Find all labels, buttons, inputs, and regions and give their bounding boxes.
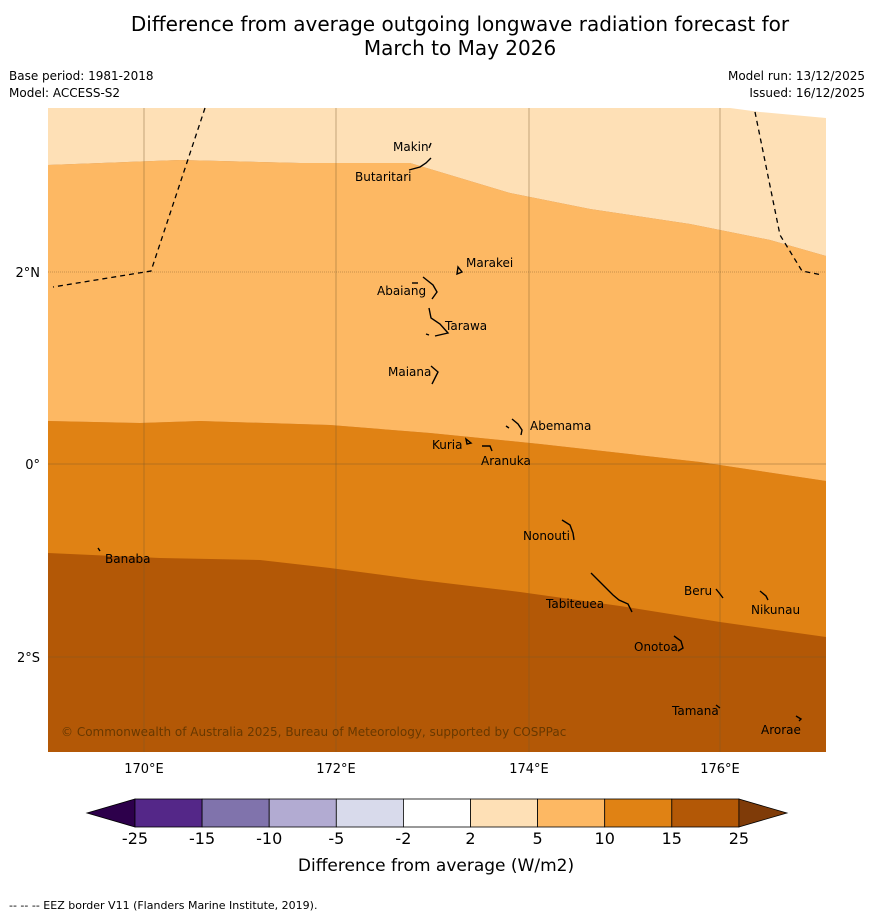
colorbar-segment <box>604 798 673 828</box>
island-beru-shape <box>715 588 724 599</box>
colorbar-tick-label: -15 <box>189 829 215 848</box>
island-arorae-shape <box>795 715 803 722</box>
lat-label-0: 0° <box>25 458 40 473</box>
colorbar-segment <box>402 798 471 828</box>
islands <box>97 142 803 722</box>
label-beru: Beru <box>684 584 712 598</box>
title-line-1: Difference from average outgoing longwav… <box>130 12 790 36</box>
label-aranuka: Aranuka <box>481 454 531 468</box>
colorbar-tick-label: 25 <box>729 829 749 848</box>
label-butaritari: Butaritari <box>355 170 412 184</box>
eez-border-west <box>52 107 206 288</box>
colorbar-extend-high <box>738 798 789 828</box>
colorbar-tick-label: 15 <box>662 829 682 848</box>
island-maiana-shape <box>430 365 439 385</box>
gridlines <box>48 108 826 752</box>
label-nonouti: Nonouti <box>523 529 570 543</box>
colorbar-tick-label: -10 <box>256 829 282 848</box>
island-makin-shape <box>428 142 432 149</box>
label-marakei: Marakei <box>466 256 513 270</box>
island-marakei-shape <box>456 265 464 276</box>
lon-label-172: 172°E <box>316 762 356 777</box>
map-area <box>48 104 826 752</box>
island-tabiteuea-shape <box>590 572 633 613</box>
band-5-10 <box>48 160 826 481</box>
island-tamana-shape <box>715 704 721 709</box>
island-abemama-shape <box>511 418 523 436</box>
map-title: Difference from average outgoing longwav… <box>0 12 873 60</box>
colorbar: -25 -15 -10 -5 -2 2 5 10 15 25 <box>85 798 789 848</box>
lon-label-170: 170°E <box>124 762 164 777</box>
island-nonouti-shape <box>561 519 575 541</box>
band-10-15 <box>48 421 826 637</box>
island-banaba-shape <box>97 547 101 552</box>
island-onotoa-shape <box>673 635 684 652</box>
colorbar-segment <box>268 798 337 828</box>
label-abaiang: Abaiang <box>377 284 426 298</box>
island-aranuka-shape <box>482 445 493 452</box>
label-abemama: Abemama <box>530 419 591 433</box>
meta-right: Model run: 13/12/2025 Issued: 16/12/2025 <box>728 68 865 102</box>
island-abaiang-shape <box>422 276 438 300</box>
island-abemama-islet <box>505 425 510 429</box>
lon-label-174: 174°E <box>509 762 549 777</box>
colorbar-tick-label: 2 <box>465 829 475 848</box>
island-nikunau-shape <box>759 590 769 601</box>
island-tarawa-shape <box>428 307 450 337</box>
lat-label-2n: 2°N <box>16 266 41 281</box>
eez-borders <box>52 107 823 288</box>
lat-label-2s: 2°S <box>17 651 40 666</box>
colorbar-tick-label: -25 <box>122 829 148 848</box>
colorbar-segment <box>335 798 404 828</box>
top-edge <box>700 104 826 118</box>
island-butaritari-shape <box>408 157 432 171</box>
island-tarawa-islet <box>425 333 430 336</box>
label-banaba: Banaba <box>105 552 151 566</box>
base-period: Base period: 1981-2018 <box>9 69 154 83</box>
label-tarawa: Tarawa <box>444 319 487 333</box>
colorbar-segment <box>671 798 740 828</box>
label-kuria: Kuria <box>432 438 463 452</box>
colorbar-segment <box>134 798 203 828</box>
copyright-notice: © Commonwealth of Australia 2025, Bureau… <box>61 725 566 739</box>
colorbar-segment <box>470 798 538 828</box>
label-tabiteuea: Tabiteuea <box>545 597 604 611</box>
axis-labels: 2°N 0° 2°S 170°E 172°E 174°E 176°E <box>16 266 740 777</box>
colorbar-tick-label: 5 <box>533 829 543 848</box>
colorbar-segment <box>201 798 270 828</box>
colorbar-tick-label: -5 <box>328 829 344 848</box>
label-maiana: Maiana <box>388 365 431 379</box>
label-tamana: Tamana <box>671 704 719 718</box>
label-makin: Makin <box>393 140 429 154</box>
model-name: Model: ACCESS-S2 <box>9 86 121 100</box>
colorbar-tick-label: -2 <box>395 829 411 848</box>
colorbar-extend-low <box>85 798 136 828</box>
band-2-5 <box>48 108 826 256</box>
colorbar-title: Difference from average (W/m2) <box>298 856 574 876</box>
footer-note: -- -- -- EEZ border V11 (Flanders Marine… <box>9 899 318 912</box>
colorbar-segment <box>537 798 606 828</box>
label-onotoa: Onotoa <box>634 640 678 654</box>
meta-left: Base period: 1981-2018 Model: ACCESS-S2 <box>9 68 154 102</box>
lon-label-176: 176°E <box>700 762 740 777</box>
model-run: Model run: 13/12/2025 <box>727 69 865 83</box>
colorbar-tick-label: 10 <box>595 829 615 848</box>
issued-date: Issued: 16/12/2025 <box>749 86 865 100</box>
label-arorae: Arorae <box>761 723 801 737</box>
label-nikunau: Nikunau <box>751 603 800 617</box>
place-labels: Makin Butaritari Marakei Abaiang Tarawa … <box>105 140 801 737</box>
island-kuria-shape <box>464 437 473 445</box>
eez-border-east <box>754 111 823 276</box>
title-line-2: March to May 2026 <box>363 36 557 60</box>
